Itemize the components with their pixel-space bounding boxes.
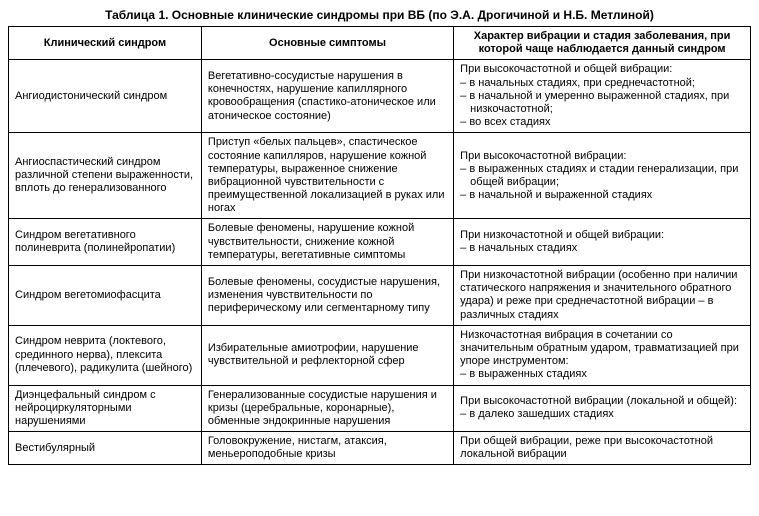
vibration-stage-cell: При низкочастотной и общей вибрации:– в … bbox=[454, 219, 751, 266]
symptoms-cell: Вегетативно-сосудистые нарушения в конеч… bbox=[201, 60, 453, 133]
vibration-stage-cell: Низкочастотная вибрация в сочетании со з… bbox=[454, 325, 751, 385]
header-col-3: Характер вибрации и стадия заболевания, … bbox=[454, 27, 751, 60]
syndrome-cell: Синдром вегетомиофасцита bbox=[9, 266, 202, 326]
vibration-stage-cell: При общей вибрации, реже при высокочасто… bbox=[454, 432, 751, 465]
header-col-1: Клинический синдром bbox=[9, 27, 202, 60]
vibration-stage-cell: При низкочастотной вибрации (особенно пр… bbox=[454, 266, 751, 326]
syndrome-cell: Ангиодистонический синдром bbox=[9, 60, 202, 133]
table-row: Ангиодистонический синдромВегетативно-со… bbox=[9, 60, 751, 133]
table-row: Синдром неврита (локтевого, срединного н… bbox=[9, 325, 751, 385]
table-caption: Таблица 1. Основные клинические синдромы… bbox=[8, 4, 751, 26]
vibration-stage-cell: При высокочастотной и общей вибрации:– в… bbox=[454, 60, 751, 133]
symptoms-cell: Избирательные амиотрофии, нарушение чувс… bbox=[201, 325, 453, 385]
vibration-stage-cell: При высокочастотной вибрации (локальной … bbox=[454, 385, 751, 432]
table-row: Диэнцефальный синдром с нейроциркуляторн… bbox=[9, 385, 751, 432]
table-row: Синдром вегетативного полиневрита (полин… bbox=[9, 219, 751, 266]
header-col-2: Основные симптомы bbox=[201, 27, 453, 60]
symptoms-cell: Болевые феномены, сосудистые нарушения, … bbox=[201, 266, 453, 326]
syndrome-cell: Диэнцефальный синдром с нейроциркуляторн… bbox=[9, 385, 202, 432]
syndrome-cell: Синдром вегетативного полиневрита (полин… bbox=[9, 219, 202, 266]
clinical-syndromes-table: Клинический синдром Основные симптомы Ха… bbox=[8, 26, 751, 465]
table-header-row: Клинический синдром Основные симптомы Ха… bbox=[9, 27, 751, 60]
syndrome-cell: Ангиоспастический синдром различной степ… bbox=[9, 133, 202, 219]
syndrome-cell: Синдром неврита (локтевого, срединного н… bbox=[9, 325, 202, 385]
table-row: Ангиоспастический синдром различной степ… bbox=[9, 133, 751, 219]
symptoms-cell: Головокружение, нистагм, атаксия, меньер… bbox=[201, 432, 453, 465]
table-row: ВестибулярныйГоловокружение, нистагм, ат… bbox=[9, 432, 751, 465]
table-container: Таблица 1. Основные клинические синдромы… bbox=[0, 0, 759, 473]
table-row: Синдром вегетомиофасцитаБолевые феномены… bbox=[9, 266, 751, 326]
symptoms-cell: Генерализованные сосудистые нарушения и … bbox=[201, 385, 453, 432]
table-body: Ангиодистонический синдромВегетативно-со… bbox=[9, 60, 751, 465]
symptoms-cell: Болевые феномены, нарушение кожной чувст… bbox=[201, 219, 453, 266]
symptoms-cell: Приступ «белых пальцев», спастическое со… bbox=[201, 133, 453, 219]
vibration-stage-cell: При высокочастотной вибрации:– в выражен… bbox=[454, 133, 751, 219]
syndrome-cell: Вестибулярный bbox=[9, 432, 202, 465]
